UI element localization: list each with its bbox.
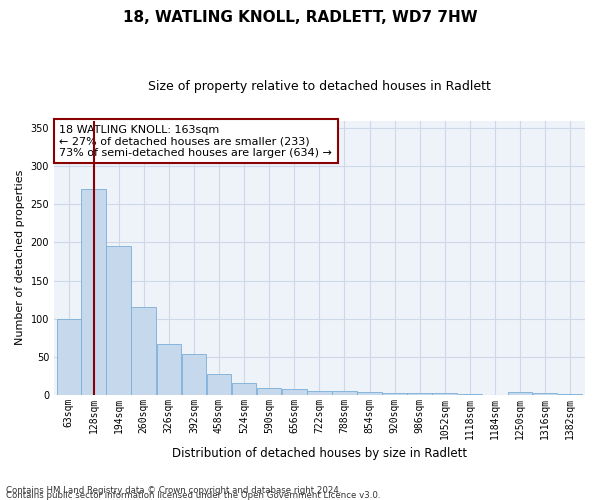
Bar bbox=[56, 318, 81, 395]
Text: Contains public sector information licensed under the Open Government Licence v3: Contains public sector information licen… bbox=[6, 491, 380, 500]
Bar bbox=[207, 374, 231, 395]
Bar bbox=[458, 394, 482, 395]
Bar bbox=[157, 344, 181, 395]
Bar bbox=[282, 388, 307, 395]
Text: 18 WATLING KNOLL: 163sqm
← 27% of detached houses are smaller (233)
73% of semi-: 18 WATLING KNOLL: 163sqm ← 27% of detach… bbox=[59, 124, 332, 158]
Bar bbox=[332, 391, 356, 395]
Bar bbox=[533, 393, 557, 395]
Y-axis label: Number of detached properties: Number of detached properties bbox=[15, 170, 25, 346]
Bar bbox=[407, 393, 432, 395]
Bar bbox=[433, 393, 457, 395]
Bar bbox=[357, 392, 382, 395]
Bar bbox=[131, 307, 156, 395]
Text: 18, WATLING KNOLL, RADLETT, WD7 7HW: 18, WATLING KNOLL, RADLETT, WD7 7HW bbox=[122, 10, 478, 25]
Bar bbox=[82, 189, 106, 395]
Bar bbox=[558, 394, 583, 395]
Bar bbox=[182, 354, 206, 395]
Bar bbox=[382, 393, 407, 395]
Title: Size of property relative to detached houses in Radlett: Size of property relative to detached ho… bbox=[148, 80, 491, 93]
Bar bbox=[106, 246, 131, 395]
Bar bbox=[257, 388, 281, 395]
Bar bbox=[232, 382, 256, 395]
Bar bbox=[508, 392, 532, 395]
Text: Contains HM Land Registry data © Crown copyright and database right 2024.: Contains HM Land Registry data © Crown c… bbox=[6, 486, 341, 495]
Bar bbox=[307, 391, 332, 395]
X-axis label: Distribution of detached houses by size in Radlett: Distribution of detached houses by size … bbox=[172, 447, 467, 460]
